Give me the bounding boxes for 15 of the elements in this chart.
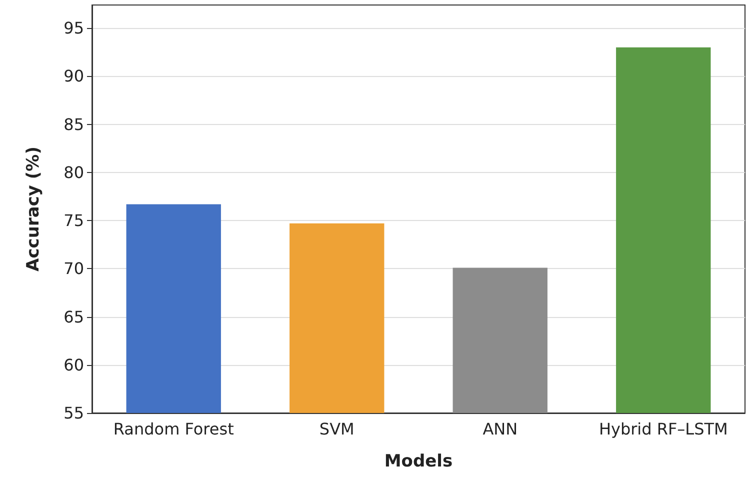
x-axis-title: Models — [384, 452, 453, 472]
y-tick-label: 90 — [64, 66, 84, 86]
x-tick-label: Random Forest — [113, 420, 234, 438]
y-tick-label: 75 — [64, 211, 84, 230]
y-tick-label: 65 — [64, 307, 84, 326]
y-tick-label: 80 — [64, 162, 84, 182]
x-tick-label: ANN — [482, 420, 518, 438]
y-tick-label: 95 — [64, 18, 84, 38]
x-tick-label: Hybrid RF–LSTM — [598, 420, 728, 438]
x-tick-label: SVM — [319, 420, 354, 438]
y-tick-label: 70 — [64, 259, 84, 278]
y-tick-label: 85 — [64, 114, 84, 134]
y-tick-label: 55 — [64, 404, 84, 422]
y-axis-title: Accuracy (%) — [24, 146, 44, 272]
y-tick-label: 60 — [64, 355, 84, 374]
